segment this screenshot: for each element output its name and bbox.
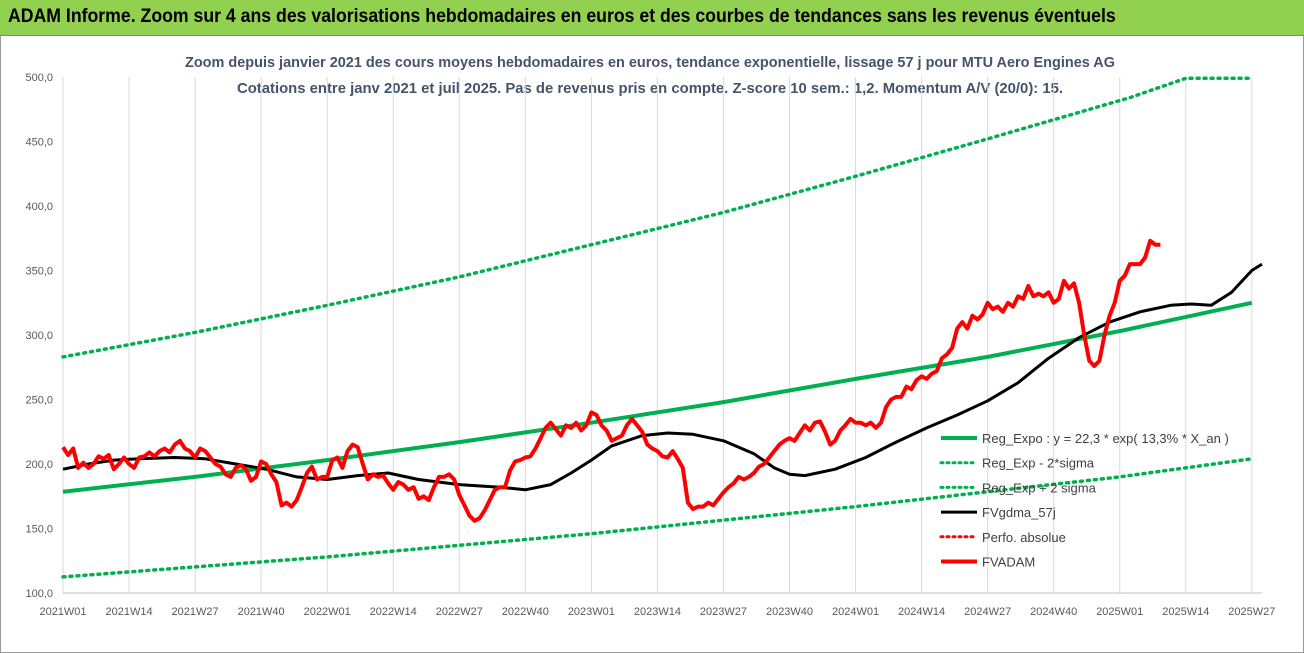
- y-tick-label: 400,0: [25, 201, 53, 213]
- series-line-5: [61, 238, 1161, 523]
- plot-area: [61, 76, 1263, 579]
- x-tick-label: 2024W40: [1030, 606, 1077, 618]
- x-tick-label: 2024W01: [832, 606, 879, 618]
- legend-label: FVgdma_57j: [982, 505, 1056, 520]
- x-tick-label: 2021W40: [238, 606, 285, 618]
- legend: Reg_Expo : y = 22,3 * exp( 13,3% * X_an …: [939, 431, 1229, 570]
- gridlines: [62, 77, 1262, 594]
- x-tick-label: 2024W14: [898, 606, 945, 618]
- x-tick-label: 2024W27: [964, 606, 1011, 618]
- x-tick-label: 2021W14: [105, 606, 152, 618]
- x-axis: 2021W01 2021W14 2021W27 2021W40 2022W01 2022W…: [39, 606, 1275, 618]
- legend-label: Reg_Expo : y = 22,3 * exp( 13,3% * X_an …: [982, 431, 1229, 446]
- y-tick-label: 250,0: [25, 395, 53, 407]
- x-tick-label: 2022W14: [370, 606, 417, 618]
- legend-label: Perfo. absolue: [982, 530, 1066, 545]
- y-tick-label: 200,0: [25, 459, 53, 471]
- y-axis: 100,0 150,0 200,0 250,0 300,0 350,0 400,0 450,0…: [25, 72, 53, 600]
- chart-subtitle: Cotations entre janv 2021 et juil 2025. …: [237, 80, 1063, 97]
- series-line-3: [62, 262, 1263, 492]
- x-tick-label: 2023W27: [700, 606, 747, 618]
- series-line-1: [61, 457, 1254, 579]
- y-tick-label: 350,0: [25, 266, 53, 278]
- x-tick-label: 2022W01: [304, 606, 351, 618]
- banner-title: ADAM Informe. Zoom sur 4 ans des valoris…: [8, 6, 1116, 27]
- x-tick-label: 2023W01: [568, 606, 615, 618]
- series-line-2: [61, 76, 1254, 359]
- x-tick-label: 2022W40: [502, 606, 549, 618]
- x-tick-label: 2021W01: [39, 606, 86, 618]
- report-banner: ADAM Informe. Zoom sur 4 ans des valoris…: [0, 0, 1304, 36]
- legend-label: FVADAM: [982, 555, 1035, 570]
- legend-label: Reg_Exp + 2 sigma: [982, 480, 1097, 495]
- x-tick-label: 2023W14: [634, 606, 681, 618]
- y-tick-label: 150,0: [25, 524, 53, 536]
- chart-title: Zoom depuis janvier 2021 des cours moyen…: [185, 54, 1115, 71]
- legend-label: Reg_Exp - 2*sigma: [982, 456, 1095, 471]
- y-tick-label: 450,0: [25, 137, 53, 149]
- y-tick-label: 500,0: [25, 72, 53, 84]
- line-chart: Zoom depuis janvier 2021 des cours moyen…: [25, 54, 1275, 618]
- x-tick-label: 2025W01: [1096, 606, 1143, 618]
- x-tick-label: 2021W27: [172, 606, 219, 618]
- x-tick-label: 2022W27: [436, 606, 483, 618]
- x-tick-label: 2023W40: [766, 606, 813, 618]
- x-tick-label: 2025W27: [1228, 606, 1275, 618]
- y-tick-label: 300,0: [25, 330, 53, 342]
- y-tick-label: 100,0: [25, 588, 53, 600]
- x-tick-label: 2025W14: [1162, 606, 1209, 618]
